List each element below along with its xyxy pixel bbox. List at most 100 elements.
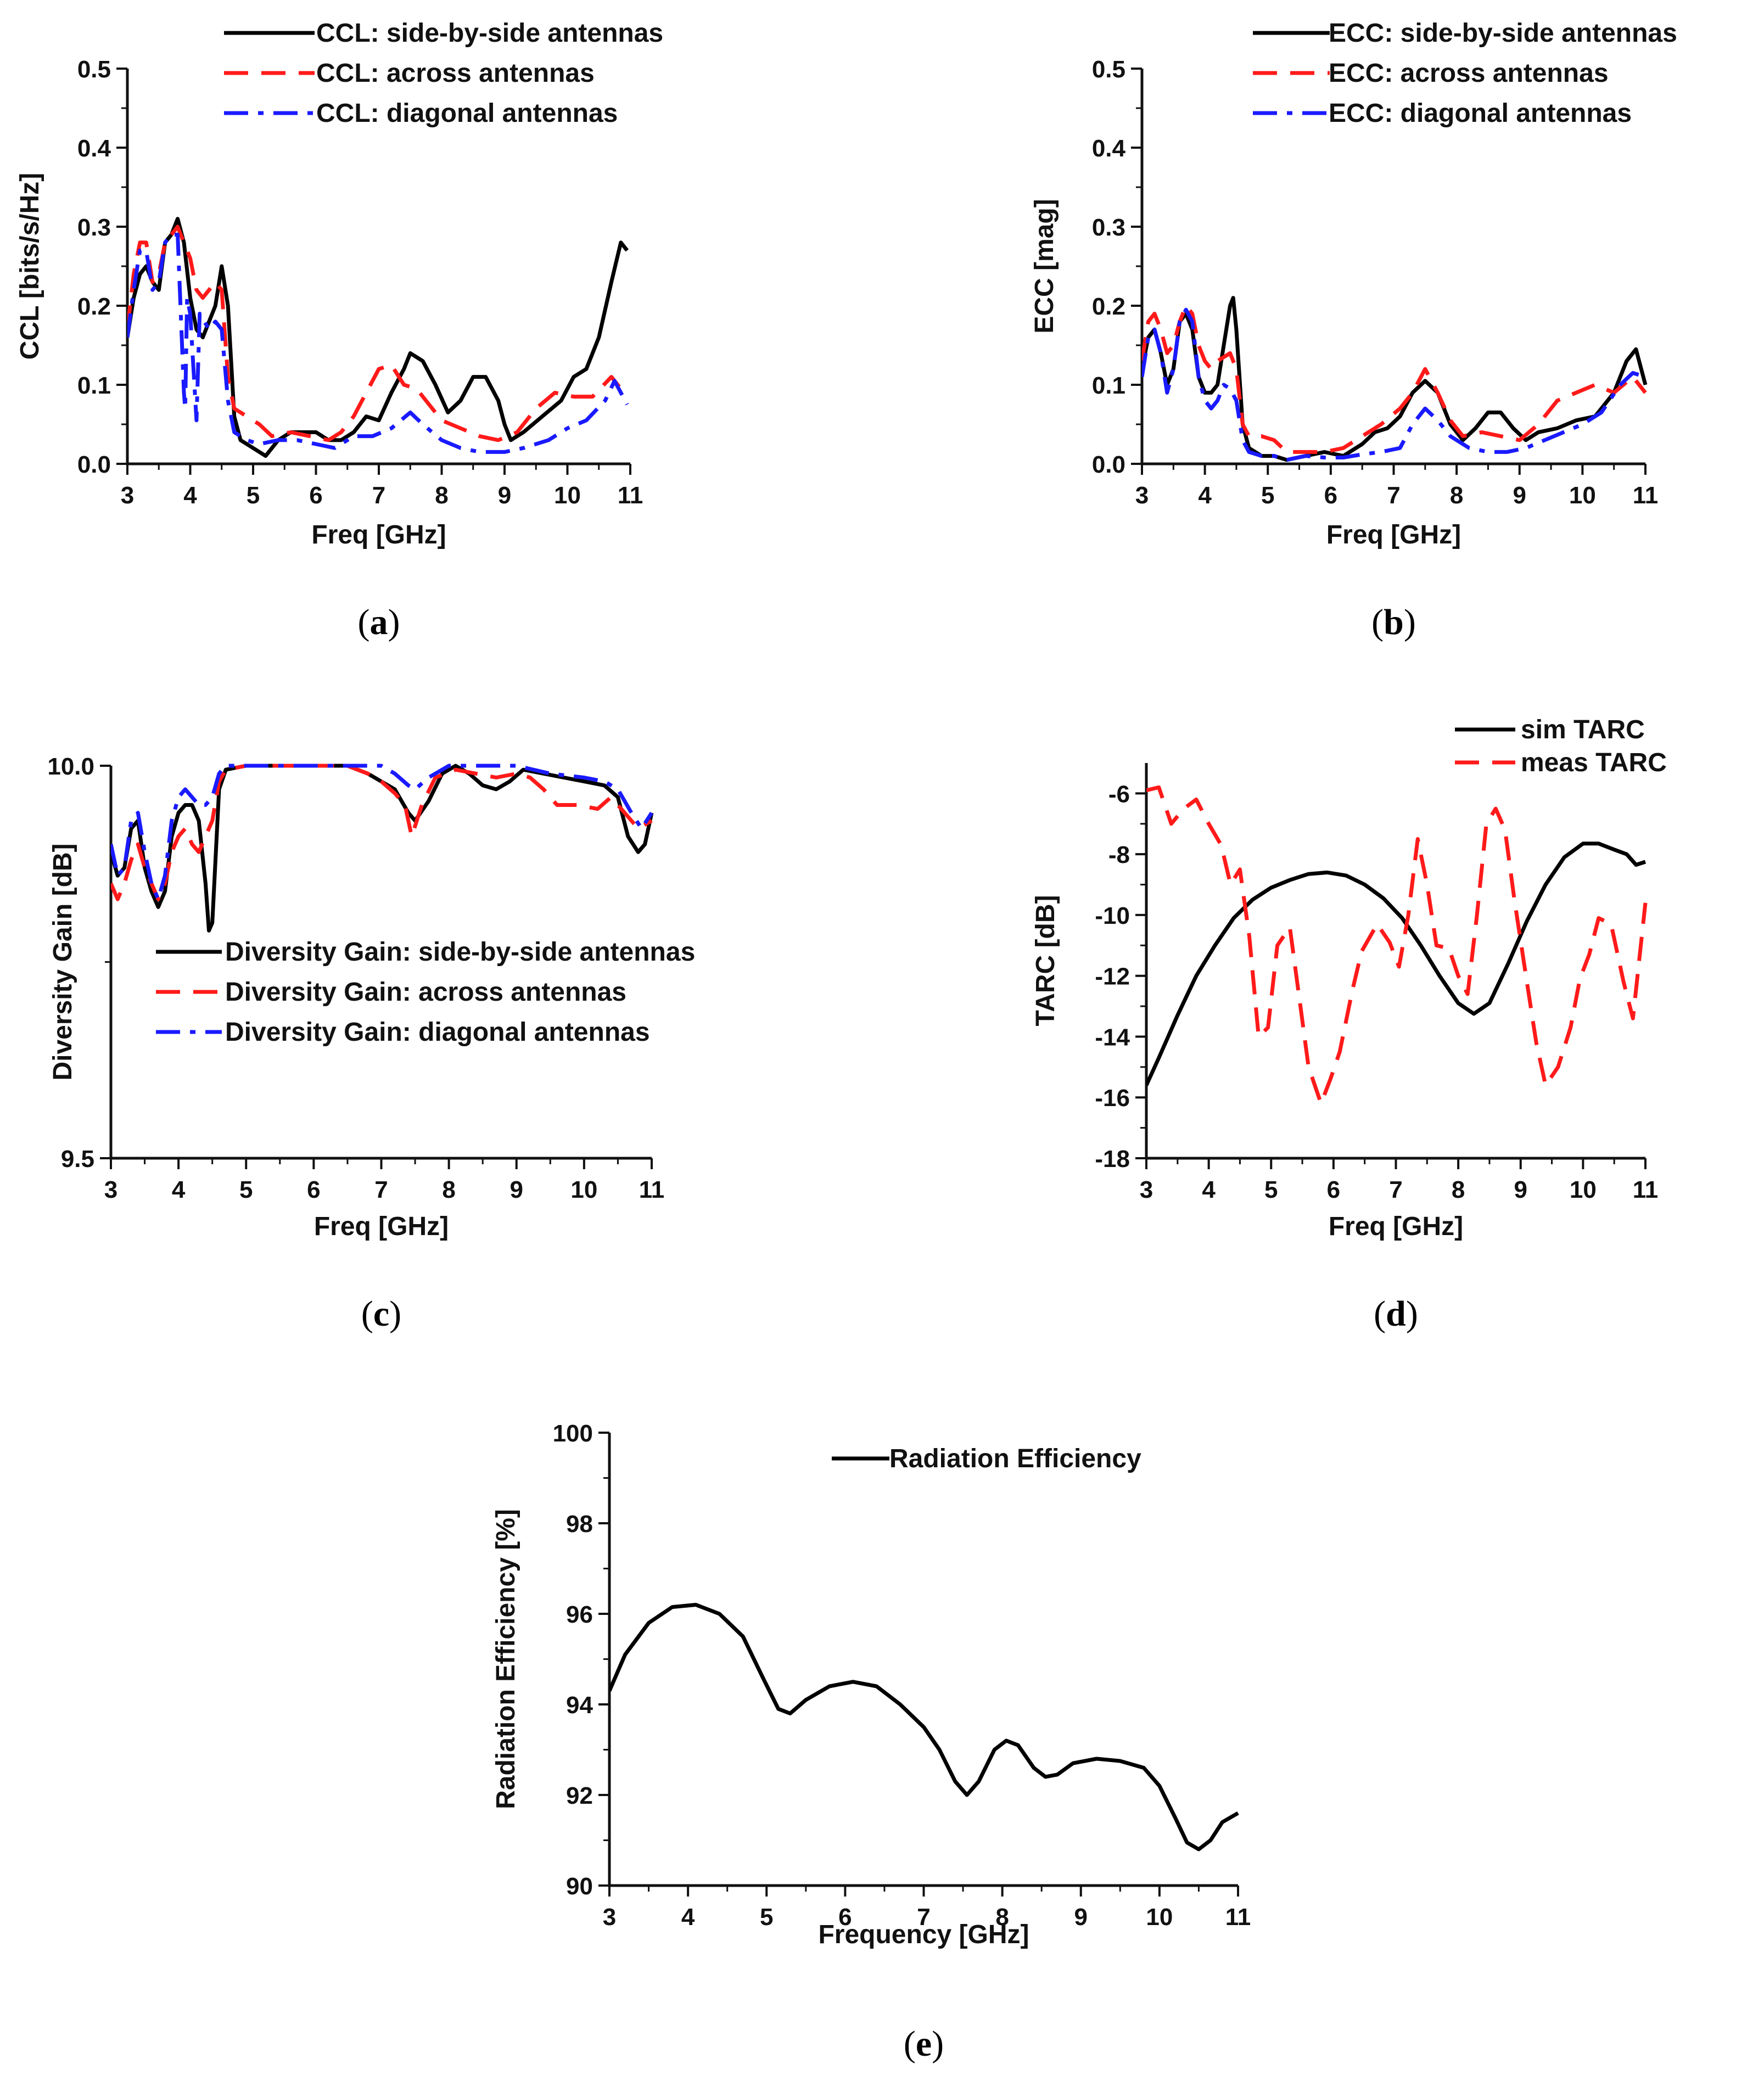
chart-panel-e: 3 4 5 6 7 8 9 10 11 90 92 94 96 98 100 Frequency [GHz] R…: [491, 1420, 1251, 2064]
caption-letter: d: [1386, 1294, 1406, 1334]
x-tick-label: 10: [1569, 482, 1596, 509]
legend-label: Diversity Gain: across antennas: [225, 978, 626, 1007]
panel-caption: (e): [904, 2024, 944, 2064]
y-tick-label: 0.1: [1092, 372, 1125, 399]
y-tick-label: -6: [1108, 781, 1130, 807]
y-tick-label: 0.1: [77, 372, 111, 399]
x-tick-label: 11: [1633, 1176, 1659, 1203]
series-line-a-0: [127, 217, 629, 458]
x-tick-label: 7: [1389, 1176, 1402, 1203]
caption-paren-open: (: [361, 1294, 373, 1334]
y-tick-label: 10.0: [47, 753, 94, 780]
caption-paren-open: (: [1374, 1294, 1386, 1334]
x-tick-label: 10: [1146, 1904, 1173, 1931]
panel-caption: (b): [1371, 602, 1416, 642]
x-tick-label: 11: [618, 482, 643, 509]
x-axis-label: Frequency [GHz]: [818, 1920, 1029, 1949]
y-tick-label: 0.3: [77, 214, 111, 241]
x-tick-label: 3: [1135, 482, 1149, 509]
x-tick-label: 3: [121, 482, 134, 509]
x-tick-label: 4: [183, 482, 197, 509]
caption-letter: b: [1384, 602, 1404, 642]
caption-letter: a: [370, 602, 388, 642]
x-tick-label: 5: [760, 1904, 773, 1931]
series-line-c-1: [111, 764, 653, 901]
x-tick-label: 3: [603, 1904, 616, 1931]
legend-label: CCL: side-by-side antennas: [316, 19, 663, 48]
chart-panel-b: 3 4 5 6 7 8 9 10 11 0.0 0.1 0.2 0.3 0.4 0.5 Freq [GHz] E…: [1030, 19, 1677, 642]
panel-caption: (c): [361, 1294, 401, 1334]
series-line-b-2: [1142, 307, 1647, 462]
x-tick-label: 6: [307, 1176, 320, 1203]
panel-caption: (d): [1374, 1294, 1418, 1334]
y-tick-label: 0.4: [1092, 135, 1126, 162]
legend-label: CCL: across antennas: [316, 59, 595, 88]
x-tick-label: 4: [1202, 1176, 1216, 1203]
x-axis-label: Freq [GHz]: [311, 520, 446, 549]
y-tick-label: -8: [1108, 841, 1130, 868]
series-line-b-0: [1142, 296, 1648, 462]
x-tick-label: 4: [1198, 482, 1212, 509]
y-tick-label: 98: [566, 1511, 593, 1538]
x-tick-label: 9: [1513, 482, 1526, 509]
x-tick-label: 3: [104, 1176, 117, 1203]
x-axis-label: Freq [GHz]: [314, 1212, 449, 1241]
y-tick-label: -12: [1095, 963, 1130, 990]
x-tick-label: 8: [995, 1904, 1009, 1931]
y-tick-label: 0.0: [1092, 451, 1125, 478]
legend-label: Diversity Gain: side-by-side antennas: [225, 938, 695, 967]
x-tick-label: 3: [1140, 1176, 1153, 1203]
y-tick-label: 94: [566, 1692, 593, 1719]
x-tick-label: 4: [172, 1176, 186, 1203]
series-line-c-0: [111, 764, 654, 933]
y-tick-label: 9.5: [61, 1146, 94, 1172]
y-tick-label: 92: [566, 1782, 593, 1809]
legend-label: Radiation Efficiency: [889, 1444, 1141, 1473]
caption-paren-close: ): [1404, 602, 1416, 642]
x-tick-label: 6: [1327, 1176, 1340, 1203]
x-axis-label: Freq [GHz]: [1329, 1212, 1463, 1241]
x-tick-label: 11: [1225, 1904, 1251, 1931]
x-tick-label: 7: [1387, 482, 1400, 509]
x-tick-label: 7: [374, 1176, 388, 1203]
series-line-d-0: [1146, 841, 1647, 1086]
y-tick-label: -10: [1095, 902, 1130, 929]
y-tick-label: 0.2: [1092, 293, 1125, 320]
caption-letter: e: [916, 2024, 932, 2064]
x-tick-label: 11: [639, 1176, 665, 1203]
x-tick-label: 4: [681, 1904, 695, 1931]
x-tick-label: 8: [1450, 482, 1463, 509]
series-line-c-2: [111, 764, 653, 901]
legend-label: CCL: diagonal antennas: [316, 99, 618, 128]
y-tick-label: 0.4: [77, 135, 111, 162]
legend-label: meas TARC: [1521, 748, 1667, 777]
series-line-b-1: [1142, 304, 1647, 454]
x-tick-label: 9: [498, 482, 511, 509]
series-line-d-1: [1146, 785, 1648, 1106]
x-tick-label: 8: [435, 482, 448, 509]
x-tick-label: 5: [247, 482, 260, 509]
legend-label: ECC: side-by-side antennas: [1329, 19, 1677, 48]
y-tick-label: 0.3: [1092, 214, 1125, 241]
series-line-a-1: [127, 225, 629, 442]
y-tick-label: -16: [1095, 1085, 1130, 1112]
x-tick-label: 6: [1324, 482, 1337, 509]
y-tick-label: 100: [553, 1420, 593, 1447]
y-tick-label: 96: [566, 1601, 593, 1628]
x-tick-label: 8: [442, 1176, 455, 1203]
panel-caption: (a): [358, 602, 400, 642]
caption-paren-close: ): [932, 2024, 944, 2064]
y-tick-label: 0.0: [77, 451, 111, 478]
y-axis-label: Radiation Efficiency [%]: [491, 1509, 520, 1809]
x-tick-label: 10: [1570, 1176, 1597, 1203]
chart-panel-c: 3 4 5 6 7 8 9 10 11 9.5 10.0 Freq [GHz] Diversity Ga…: [47, 753, 695, 1334]
x-tick-label: 10: [570, 1176, 597, 1203]
x-tick-label: 9: [510, 1176, 523, 1203]
chart-panel-a: 3 4 5 6 7 8 9 10 11 0.0 0.1 0.2 0.3 0.4 0.5 Freq [GHz] C…: [15, 19, 663, 642]
chart-panel-d: 3 4 5 6 7 8 9 10 11 -18 -16 -14 -12 -10 -8 -6 Freq [GHz]…: [1031, 715, 1667, 1334]
caption-letter: c: [373, 1294, 389, 1334]
y-tick-label: 90: [566, 1873, 593, 1900]
legend-label: Diversity Gain: diagonal antennas: [225, 1018, 650, 1047]
x-tick-label: 7: [372, 482, 385, 509]
